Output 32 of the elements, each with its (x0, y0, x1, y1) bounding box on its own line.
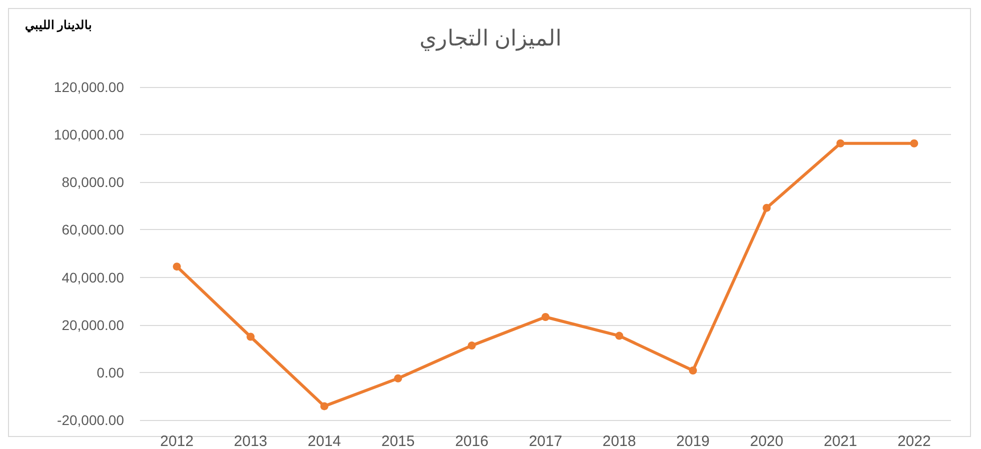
x-tick-label: 2021 (824, 433, 858, 449)
x-tick-label: 2014 (308, 433, 342, 449)
point (394, 374, 402, 382)
point (542, 313, 550, 322)
x-tick-label: 2022 (897, 433, 931, 449)
y-tick-label: 80,000.00 (62, 174, 124, 190)
point (910, 139, 918, 148)
x-tick-label: 2013 (234, 433, 268, 449)
chart-title: الميزان التجاري (419, 26, 562, 52)
point (172, 262, 181, 271)
point (320, 402, 328, 410)
x-tick-label: 2020 (750, 433, 784, 449)
x-tick-label: 2017 (528, 433, 562, 449)
y-tick-label: 0.00 (96, 364, 124, 380)
point (836, 139, 844, 148)
point (762, 204, 771, 212)
x-tick-label: 2018 (602, 433, 636, 449)
point (468, 342, 476, 350)
x-tick-label: 2019 (676, 433, 710, 449)
point (615, 332, 624, 340)
x-tick-label: 2012 (160, 433, 194, 449)
y-tick-label: 60,000.00 (62, 222, 124, 238)
y-tick-label: 20,000.00 (62, 316, 124, 333)
y-tick-label: 40,000.00 (62, 269, 124, 286)
y-tick-label: 120,000.00 (54, 79, 124, 95)
y-tick-label: -20,000.00 (57, 412, 124, 428)
point (246, 332, 255, 341)
point (688, 366, 697, 375)
x-tick-label: 2016 (455, 433, 488, 449)
x-tick-label: 2015 (381, 433, 415, 449)
y-tick-label: 100,000.00 (54, 126, 124, 143)
y-axis-title: بالدينار الليبي (25, 18, 92, 33)
